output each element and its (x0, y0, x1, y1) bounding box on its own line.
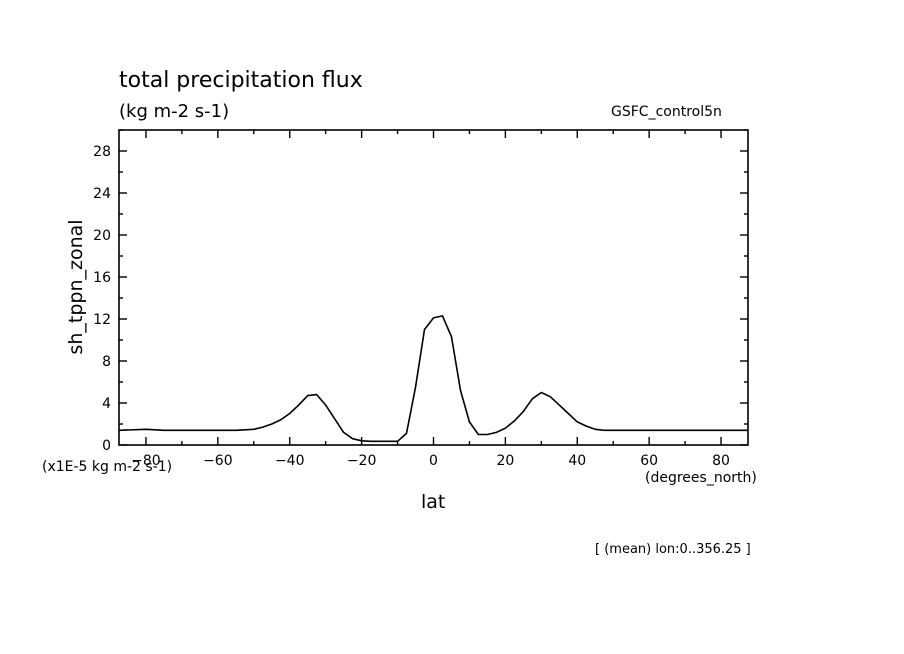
series-line (118, 315, 748, 443)
plot-frame (118, 129, 749, 446)
chart-title: total precipitation flux (119, 68, 363, 93)
chart-units: (kg m-2 s-1) (119, 101, 230, 122)
x-tick-label: 40 (568, 453, 586, 469)
y-tick-label: 12 (93, 312, 111, 328)
y-tick-labels: 0 4 8 12 16 20 24 28 (93, 144, 111, 454)
y-tick-label: 24 (93, 186, 111, 202)
x-tick-label: 60 (640, 453, 658, 469)
x-tick-label: −20 (347, 453, 377, 469)
x-axis-units: (degrees_north) (645, 470, 757, 486)
y-tick-label: 28 (93, 144, 111, 160)
y-tick-label: 4 (102, 396, 111, 412)
y-scale-note: (x1E-5 kg m-2 s-1) (42, 459, 173, 475)
x-tick-labels: −80 −60 −40 −20 0 20 40 60 80 (131, 453, 730, 469)
run-name: GSFC_control5n (611, 104, 722, 120)
averaging-footnote: [ (mean) lon:0..356.25 ] (595, 542, 751, 557)
x-axis-label: lat (421, 491, 446, 513)
y-tick-label: 0 (102, 438, 111, 454)
x-tick-label: −80 (131, 453, 161, 469)
x-tick-label: −60 (203, 453, 233, 469)
x-tick-label: 20 (496, 453, 514, 469)
y-tick-label: 8 (102, 354, 111, 370)
x-tick-label: −40 (275, 453, 305, 469)
y-tick-label: 16 (93, 270, 111, 286)
x-tick-label: 0 (429, 453, 438, 469)
axis-ticks (119, 129, 748, 446)
x-tick-label: 80 (712, 453, 730, 469)
y-tick-label: 20 (93, 228, 111, 244)
